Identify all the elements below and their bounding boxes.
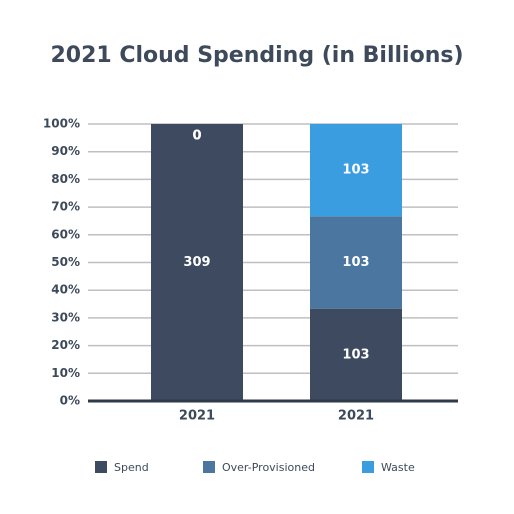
- data-label: 103: [342, 255, 369, 270]
- y-tick-label: 100%: [43, 117, 80, 131]
- legend-swatch: [362, 461, 374, 473]
- data-label: 0: [192, 129, 201, 144]
- y-tick-label: 30%: [51, 310, 80, 324]
- y-tick-label: 80%: [51, 172, 80, 186]
- data-label: 103: [342, 347, 369, 362]
- y-tick-label: 10%: [51, 366, 80, 380]
- legend-swatch: [203, 461, 215, 473]
- legend-label: Spend: [114, 461, 149, 474]
- y-tick-label: 20%: [51, 338, 80, 352]
- y-tick-label: 0%: [60, 394, 80, 408]
- x-tick-label: 2021: [179, 409, 215, 424]
- data-label: 103: [342, 163, 369, 178]
- y-tick-label: 60%: [51, 227, 80, 241]
- data-label: 0: [192, 129, 201, 144]
- legend-label: Over-Provisioned: [222, 461, 315, 474]
- bar-segment: [310, 216, 402, 309]
- data-label: 309: [183, 255, 210, 270]
- legend-label: Waste: [381, 461, 415, 474]
- y-tick-label: 40%: [51, 283, 80, 297]
- y-tick-label: 50%: [51, 255, 80, 269]
- y-tick-label: 70%: [51, 200, 80, 214]
- legend-swatch: [95, 461, 107, 473]
- bar-segment: [310, 124, 402, 217]
- y-tick-label: 90%: [51, 144, 80, 158]
- chart-title: 2021 Cloud Spending (in Billions): [50, 43, 463, 68]
- x-tick-label: 2021: [338, 409, 374, 424]
- bar-segment: [310, 308, 402, 401]
- bar-segment: [151, 124, 243, 401]
